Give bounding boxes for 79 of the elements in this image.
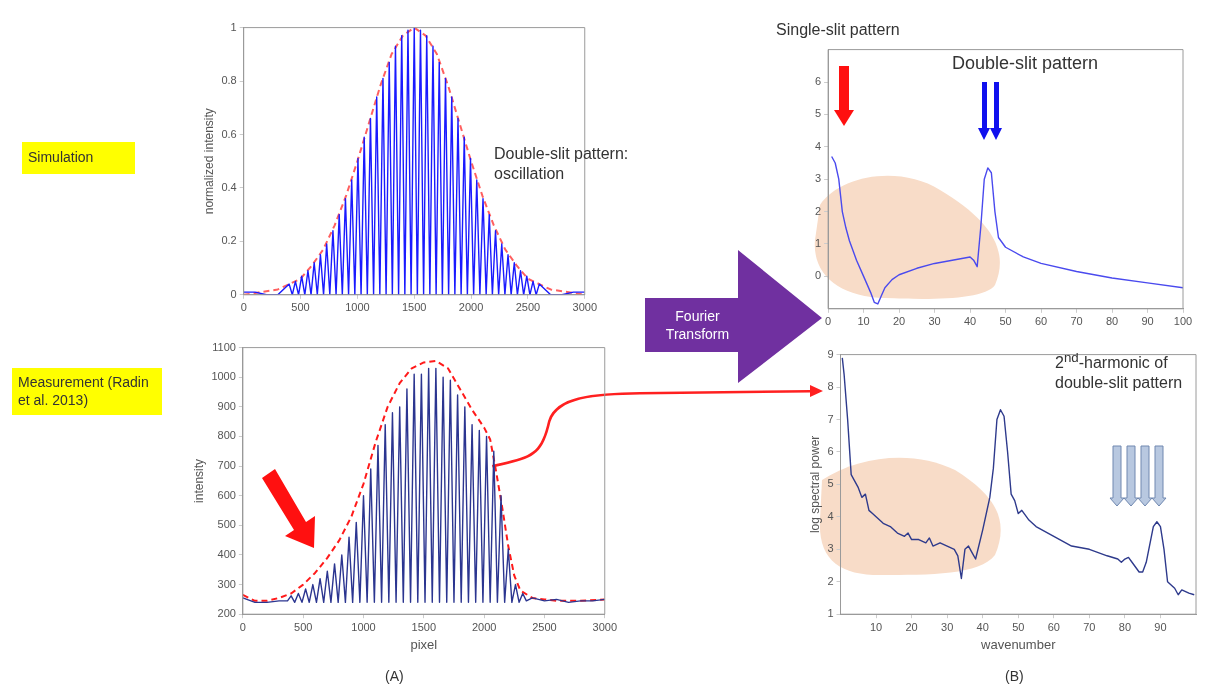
- x-tick-label: 60: [1034, 315, 1048, 328]
- text: (A): [385, 668, 405, 686]
- x-tick-label: 500: [291, 301, 310, 314]
- y-tick-label: 600: [217, 488, 236, 501]
- y-tick-label: 1000: [211, 370, 236, 383]
- annotation: 2$^{nd}$-harmonic of double-slit pattern: [1055, 350, 1184, 394]
- y-axis-title: normalized intensity: [201, 108, 216, 215]
- x-tick-label: 100: [1173, 315, 1193, 328]
- x-tick-label: 30: [941, 620, 954, 633]
- y-tick-label: 2: [827, 574, 834, 587]
- x-tick-label: 50: [999, 315, 1012, 328]
- x-tick-label: 80: [1118, 620, 1132, 633]
- x-tick-label: 20: [892, 315, 906, 328]
- y-tick-label: 300: [217, 577, 236, 590]
- text: Single-slit pattern: [776, 20, 901, 40]
- y-axis-title: log spectral power: [807, 435, 822, 534]
- text: Fourier Transform: [664, 308, 731, 343]
- x-tick-label: 40: [963, 315, 977, 328]
- x-tick-label: 2500: [532, 620, 557, 633]
- y-tick-label: 6: [814, 75, 822, 88]
- y-tick-label: 5: [827, 477, 834, 490]
- y-tick-label: 900: [217, 399, 236, 412]
- y-tick-label: 5: [814, 107, 822, 120]
- x-tick-label: 3000: [572, 301, 598, 314]
- y-tick-label: 700: [217, 459, 236, 472]
- y-tick-label: 1: [814, 237, 822, 250]
- annotation: Double-slit pattern: [952, 52, 1100, 75]
- y-tick-label: 200: [217, 607, 236, 620]
- x-tick-label: 1000: [351, 620, 376, 633]
- y-tick-label: 6: [827, 444, 834, 457]
- x-tick-label: 80: [1105, 315, 1119, 328]
- x-tick-label: 1000: [345, 301, 370, 314]
- x-tick-label: 2000: [458, 301, 484, 314]
- x-tick-label: 30: [928, 315, 941, 328]
- y-tick-label: 2: [814, 204, 822, 217]
- x-tick-label: 90: [1141, 315, 1154, 328]
- y-tick-label: 0.8: [221, 74, 237, 87]
- y-tick-label: 3: [814, 172, 822, 185]
- x-tick-label: 0: [239, 620, 246, 633]
- y-tick-label: 7: [827, 412, 834, 425]
- x-tick-label: 90: [1154, 620, 1167, 633]
- x-tick-label: 50: [1012, 620, 1025, 633]
- x-tick-label: 1500: [411, 620, 437, 633]
- x-tick-label: 40: [976, 620, 989, 633]
- text: Simulation: [22, 142, 135, 174]
- x-tick-label: 60: [1047, 620, 1060, 633]
- x-tick-label: 70: [1070, 315, 1083, 328]
- y-tick-label: 1: [230, 20, 237, 33]
- x-tick-label: 1500: [401, 301, 427, 314]
- x-tick-label: 10: [869, 620, 883, 633]
- y-tick-label: 8: [827, 380, 834, 393]
- y-tick-label: 0.4: [221, 180, 237, 193]
- y-tick-label: 800: [217, 429, 236, 442]
- x-tick-label: 20: [905, 620, 918, 633]
- y-tick-label: 9: [827, 347, 834, 360]
- y-tick-label: 0.2: [221, 234, 237, 247]
- y-tick-label: 4: [814, 139, 822, 152]
- text: Measurement (Radin et al. 2013): [12, 368, 162, 415]
- y-tick-label: 500: [217, 518, 236, 531]
- x-axis-title: wavenumber: [980, 636, 1057, 652]
- x-tick-label: 2000: [471, 620, 497, 633]
- x-tick-label: 70: [1083, 620, 1096, 633]
- y-tick-label: 1: [827, 607, 834, 620]
- x-tick-label: 3000: [592, 620, 618, 633]
- x-tick-label: 500: [294, 620, 313, 633]
- text: (B): [1005, 668, 1025, 686]
- y-tick-label: 4: [827, 509, 834, 522]
- y-tick-label: 0.6: [221, 127, 237, 140]
- y-tick-label: 0: [230, 287, 237, 300]
- y-tick-label: 1100: [212, 340, 236, 353]
- y-tick-label: 400: [217, 547, 236, 560]
- x-tick-label: 10: [857, 315, 870, 328]
- x-tick-label: 0: [240, 301, 247, 314]
- y-axis-title: intensity: [191, 458, 206, 503]
- y-tick-label: 0: [814, 269, 822, 282]
- annotation: Double-slit pattern: oscillation: [494, 144, 630, 184]
- x-axis-title: pixel: [410, 636, 438, 652]
- y-tick-label: 3: [827, 542, 834, 555]
- x-tick-label: 2500: [515, 301, 541, 314]
